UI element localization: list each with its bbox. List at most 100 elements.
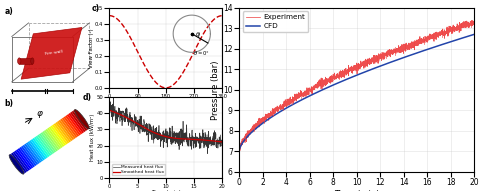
- Polygon shape: [21, 28, 82, 79]
- Bar: [19, 58, 32, 64]
- CFD: [248, 132, 254, 134]
- Polygon shape: [11, 153, 27, 173]
- X-axis label: Time (min): Time (min): [334, 190, 379, 191]
- Experiment: [465, 23, 470, 25]
- Polygon shape: [42, 131, 58, 151]
- Measured heat flux: [136, 130, 142, 133]
- CFD: [350, 75, 356, 78]
- Smoothed heat flux: [157, 134, 163, 136]
- Polygon shape: [65, 115, 81, 136]
- Smoothed heat flux: [182, 138, 188, 140]
- Text: a): a): [4, 7, 13, 16]
- Polygon shape: [68, 113, 84, 133]
- Experiment: [236, 149, 242, 151]
- Polygon shape: [26, 142, 42, 163]
- Polygon shape: [31, 139, 47, 159]
- Ellipse shape: [31, 58, 34, 64]
- Polygon shape: [32, 138, 48, 158]
- Experiment: [248, 130, 254, 132]
- Polygon shape: [46, 129, 61, 149]
- Polygon shape: [21, 146, 36, 166]
- Y-axis label: Heat flux (kW/m²): Heat flux (kW/m²): [90, 114, 96, 161]
- Measured heat flux: [173, 132, 179, 134]
- Line: Experiment: Experiment: [239, 21, 474, 151]
- CFD: [465, 35, 470, 38]
- Polygon shape: [60, 119, 76, 139]
- Ellipse shape: [18, 58, 21, 64]
- Polygon shape: [16, 149, 32, 170]
- Polygon shape: [59, 120, 74, 140]
- Experiment: [421, 40, 427, 42]
- Smoothed heat flux: [192, 138, 197, 141]
- Measured heat flux: [204, 152, 210, 155]
- X-axis label: Angle (°): Angle (°): [153, 100, 179, 105]
- Measured heat flux: [111, 96, 117, 98]
- Experiment: [236, 150, 242, 152]
- Polygon shape: [29, 140, 45, 160]
- Polygon shape: [19, 147, 35, 167]
- Measured heat flux: [192, 137, 197, 139]
- Measured heat flux: [107, 110, 112, 112]
- Ellipse shape: [74, 109, 89, 129]
- Smoothed heat flux: [127, 118, 132, 120]
- Text: $\varphi$: $\varphi$: [36, 108, 44, 120]
- Polygon shape: [57, 121, 72, 141]
- Polygon shape: [70, 112, 86, 132]
- CFD: [236, 150, 242, 152]
- Smoothed heat flux: [107, 109, 112, 111]
- Polygon shape: [47, 128, 63, 148]
- Polygon shape: [36, 136, 51, 156]
- Polygon shape: [23, 145, 38, 165]
- Smoothed heat flux: [219, 141, 225, 143]
- Legend: Measured heat flux, Smoothed heat flux: Measured heat flux, Smoothed heat flux: [112, 164, 166, 175]
- Text: b): b): [4, 99, 13, 108]
- Experiment: [471, 20, 477, 23]
- Polygon shape: [54, 123, 70, 143]
- Polygon shape: [73, 110, 89, 130]
- Text: d): d): [83, 93, 91, 102]
- CFD: [421, 49, 427, 52]
- Polygon shape: [14, 150, 30, 171]
- Polygon shape: [52, 124, 68, 145]
- Polygon shape: [24, 144, 40, 164]
- Experiment: [469, 19, 475, 22]
- Polygon shape: [48, 127, 64, 147]
- Polygon shape: [39, 133, 55, 154]
- Text: c): c): [91, 4, 99, 13]
- Polygon shape: [67, 114, 83, 134]
- Polygon shape: [44, 130, 60, 150]
- Y-axis label: View Factor (-): View Factor (-): [89, 28, 94, 68]
- Measured heat flux: [219, 143, 225, 145]
- Experiment: [351, 66, 357, 69]
- Line: Measured heat flux: Measured heat flux: [109, 97, 222, 154]
- CFD: [465, 35, 470, 38]
- Experiment: [345, 70, 350, 73]
- Polygon shape: [62, 117, 78, 138]
- Line: Smoothed heat flux: Smoothed heat flux: [109, 110, 222, 142]
- Measured heat flux: [127, 114, 132, 116]
- Polygon shape: [18, 148, 33, 168]
- Measured heat flux: [158, 145, 164, 148]
- Smoothed heat flux: [135, 123, 141, 125]
- CFD: [471, 33, 477, 36]
- Polygon shape: [10, 154, 25, 174]
- Legend: Experiment, CFD: Experiment, CFD: [243, 11, 308, 32]
- Polygon shape: [50, 125, 66, 146]
- Text: Fire wall: Fire wall: [45, 49, 63, 56]
- Measured heat flux: [182, 135, 188, 138]
- Polygon shape: [55, 122, 71, 142]
- CFD: [344, 78, 350, 80]
- Experiment: [465, 24, 470, 27]
- Polygon shape: [37, 134, 53, 155]
- Y-axis label: Pressure (bar): Pressure (bar): [211, 60, 220, 120]
- Polygon shape: [12, 151, 28, 172]
- X-axis label: Time (min): Time (min): [151, 190, 181, 191]
- Ellipse shape: [9, 155, 24, 174]
- Polygon shape: [63, 116, 79, 137]
- Line: CFD: CFD: [239, 34, 474, 151]
- Polygon shape: [72, 111, 87, 131]
- Smoothed heat flux: [173, 137, 179, 139]
- Polygon shape: [27, 141, 43, 162]
- Polygon shape: [40, 132, 56, 153]
- Polygon shape: [34, 137, 50, 157]
